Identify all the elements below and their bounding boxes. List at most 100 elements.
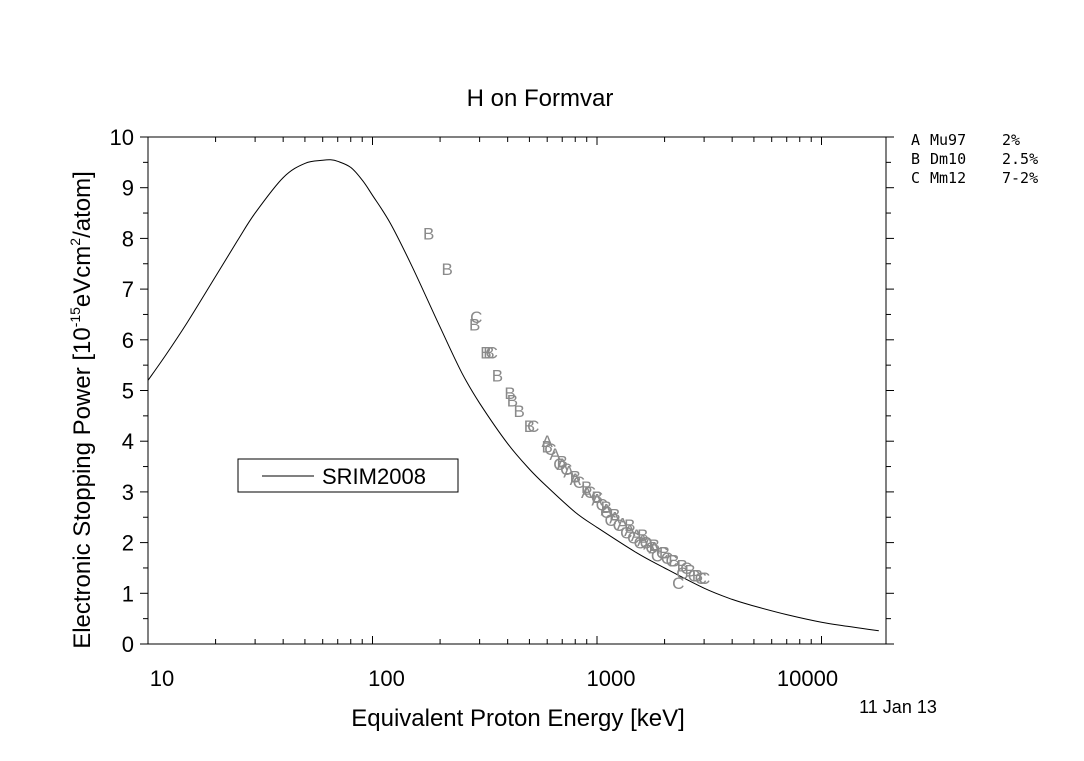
x-axis-tick-labels: 10 100 1000 10000 — [150, 666, 838, 691]
dataset-legend-ref: Dm10 — [930, 150, 966, 168]
y-tick-label: 9 — [122, 176, 134, 201]
dataset-legend-code: C — [911, 169, 920, 187]
data-point-b: B — [524, 417, 535, 436]
data-point-b: B — [659, 544, 670, 563]
data-point-b: B — [668, 551, 679, 570]
y-axis-label-exponent-2: 2 — [67, 238, 83, 246]
y-axis-label-end: /atom] — [69, 171, 96, 238]
dataset-legend-error: 2.5% — [1002, 150, 1038, 168]
data-point-c: C — [573, 473, 585, 492]
data-point-c: C — [596, 496, 608, 515]
data-point-b: B — [692, 567, 703, 586]
y-tick-label: 4 — [122, 429, 134, 454]
x-tick-label: 1000 — [587, 666, 636, 691]
data-point-c: C — [544, 440, 556, 459]
data-point-a: A — [601, 501, 613, 520]
data-point-a: A — [549, 445, 561, 464]
y-tick-label: 1 — [122, 581, 134, 606]
data-point-b: B — [601, 498, 612, 517]
data-point-a: A — [581, 483, 593, 502]
data-point-c: C — [591, 488, 603, 507]
data-point-c: C — [672, 574, 684, 593]
data-point-b: B — [557, 452, 568, 471]
dataset-legend: A Mu97 2% B Dm10 2.5% C Mm12 7-2% — [911, 131, 1038, 187]
data-point-c: C — [680, 559, 692, 578]
y-axis-label: Electronic Stopping Power [10-15eVcm2/at… — [67, 171, 96, 649]
x-axis-ticks — [147, 137, 822, 644]
data-point-c: C — [470, 308, 482, 327]
data-point-a: A — [591, 491, 603, 510]
data-point-c: C — [698, 569, 710, 588]
data-point-c: C — [665, 551, 677, 570]
data-point-c: C — [640, 534, 652, 553]
data-point-b: B — [480, 343, 491, 362]
y-tick-label: 3 — [122, 480, 134, 505]
data-point-a: A — [617, 514, 629, 533]
marker-layer: AAAAAAAAAAAAAAABBBBBBBBBBBBBBBBBBBBBBBBB… — [423, 224, 710, 593]
y-tick-label: 0 — [122, 632, 134, 657]
data-point-a: A — [557, 455, 569, 474]
data-point-c: C — [695, 569, 707, 588]
data-point-b: B — [649, 536, 660, 555]
data-point-c: C — [527, 417, 539, 436]
dataset-legend-ref: Mm12 — [930, 169, 966, 187]
data-point-c: C — [688, 567, 700, 586]
data-point-b: B — [624, 516, 635, 535]
x-tick-label: 100 — [368, 666, 405, 691]
data-point-a: A — [563, 463, 575, 482]
data-point-b: B — [637, 526, 648, 545]
data-point-c: C — [661, 549, 673, 568]
dataset-legend-code: A — [911, 131, 920, 149]
x-tick-label: 10 — [150, 666, 174, 691]
y-axis-ticks — [140, 136, 894, 645]
y-tick-label: 5 — [122, 379, 134, 404]
data-point-c: C — [604, 511, 616, 530]
y-axis-label-main: Electronic Stopping Power [10 — [69, 327, 96, 649]
data-point-b: B — [570, 468, 581, 487]
dataset-legend-code: B — [911, 150, 920, 168]
data-point-a: A — [624, 521, 636, 540]
data-point-c: C — [600, 503, 612, 522]
data-point-b: B — [507, 392, 518, 411]
data-point-a: A — [637, 531, 649, 550]
data-point-b: B — [581, 478, 592, 497]
x-axis-label: Equivalent Proton Energy [keV] — [351, 705, 685, 732]
data-point-c: C — [620, 523, 632, 542]
data-point-c: C — [651, 546, 663, 565]
legend-box: SRIM2008 — [237, 458, 459, 493]
dataset-legend-error: 2% — [1002, 131, 1020, 149]
data-point-b: B — [513, 402, 524, 421]
dataset-legend-ref: Mu97 — [930, 131, 966, 149]
data-point-b: B — [469, 316, 480, 335]
legend-label: SRIM2008 — [322, 464, 426, 489]
data-point-b: B — [423, 224, 434, 243]
chart-title: H on Formvar — [467, 85, 614, 112]
data-point-b: B — [684, 561, 695, 580]
data-point-b: B — [492, 366, 503, 385]
data-point-b: B — [542, 437, 553, 456]
data-point-c: C — [627, 529, 639, 548]
y-tick-label: 7 — [122, 277, 134, 302]
data-point-c: C — [486, 343, 498, 362]
plot-frame — [147, 136, 887, 645]
dataset-legend-error: 7-2% — [1002, 169, 1038, 187]
series-layer — [148, 159, 879, 632]
data-point-c: C — [656, 544, 668, 563]
data-point-c: C — [634, 534, 646, 553]
data-point-b: B — [441, 260, 452, 279]
y-axis-label-exponent-1: -15 — [67, 307, 83, 327]
data-point-b: B — [677, 556, 688, 575]
y-axis-tick-labels: 0 1 2 3 4 5 6 7 8 9 10 — [110, 125, 134, 657]
date-stamp: 11 Jan 13 — [859, 697, 937, 717]
data-point-a: A — [643, 535, 655, 554]
data-point-c: C — [676, 564, 688, 583]
y-tick-label: 8 — [122, 226, 134, 251]
y-axis-label-unit: eVcm — [69, 246, 96, 307]
data-point-a: A — [631, 526, 643, 545]
data-point-c: C — [560, 460, 572, 479]
data-point-c: C — [613, 516, 625, 535]
data-point-a: A — [609, 508, 621, 527]
y-tick-label: 6 — [122, 328, 134, 353]
data-point-c: C — [584, 483, 596, 502]
